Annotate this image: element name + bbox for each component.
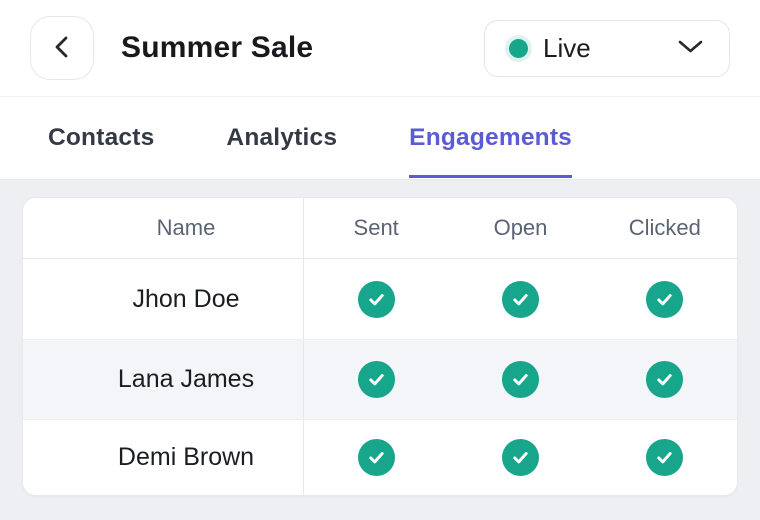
column-header-name: Name (23, 198, 304, 258)
contact-name: Demi Brown (23, 420, 304, 495)
content-area: Name Sent Open Clicked Jhon Doe Lana Jam… (0, 180, 760, 520)
table-row: Lana James (23, 339, 737, 419)
check-icon (646, 439, 684, 476)
back-button[interactable] (30, 16, 94, 80)
chevron-down-icon (677, 38, 704, 59)
tab-contacts[interactable]: Contacts (48, 124, 155, 151)
status-dropdown-value: Live (543, 32, 591, 63)
tab-engagements[interactable]: Engagements (409, 97, 572, 179)
check-icon (646, 280, 684, 318)
header: Summer Sale Live (0, 0, 760, 97)
check-icon (501, 280, 539, 318)
tab-analytics[interactable]: Analytics (226, 124, 338, 151)
check-icon (357, 280, 395, 318)
engagements-table: Name Sent Open Clicked Jhon Doe Lana Jam… (22, 197, 738, 496)
table-header-row: Name Sent Open Clicked (23, 198, 737, 259)
live-status-dot-icon (509, 38, 528, 58)
check-icon (357, 439, 395, 476)
check-icon (357, 361, 395, 398)
tab-bar: Contacts Analytics Engagements (0, 97, 760, 180)
contact-name: Lana James (23, 340, 304, 419)
contact-name: Jhon Doe (23, 259, 304, 339)
table-row: Jhon Doe (23, 259, 737, 339)
column-header-clicked: Clicked (628, 215, 701, 240)
check-icon (646, 361, 684, 398)
column-header-open: Open (493, 215, 548, 240)
table-row: Demi Brown (23, 419, 737, 495)
page-title: Summer Sale (121, 31, 314, 64)
check-icon (501, 361, 539, 398)
column-header-sent: Sent (353, 215, 399, 240)
status-dropdown[interactable]: Live (484, 19, 730, 77)
check-icon (501, 439, 539, 476)
chevron-left-icon (51, 35, 73, 62)
